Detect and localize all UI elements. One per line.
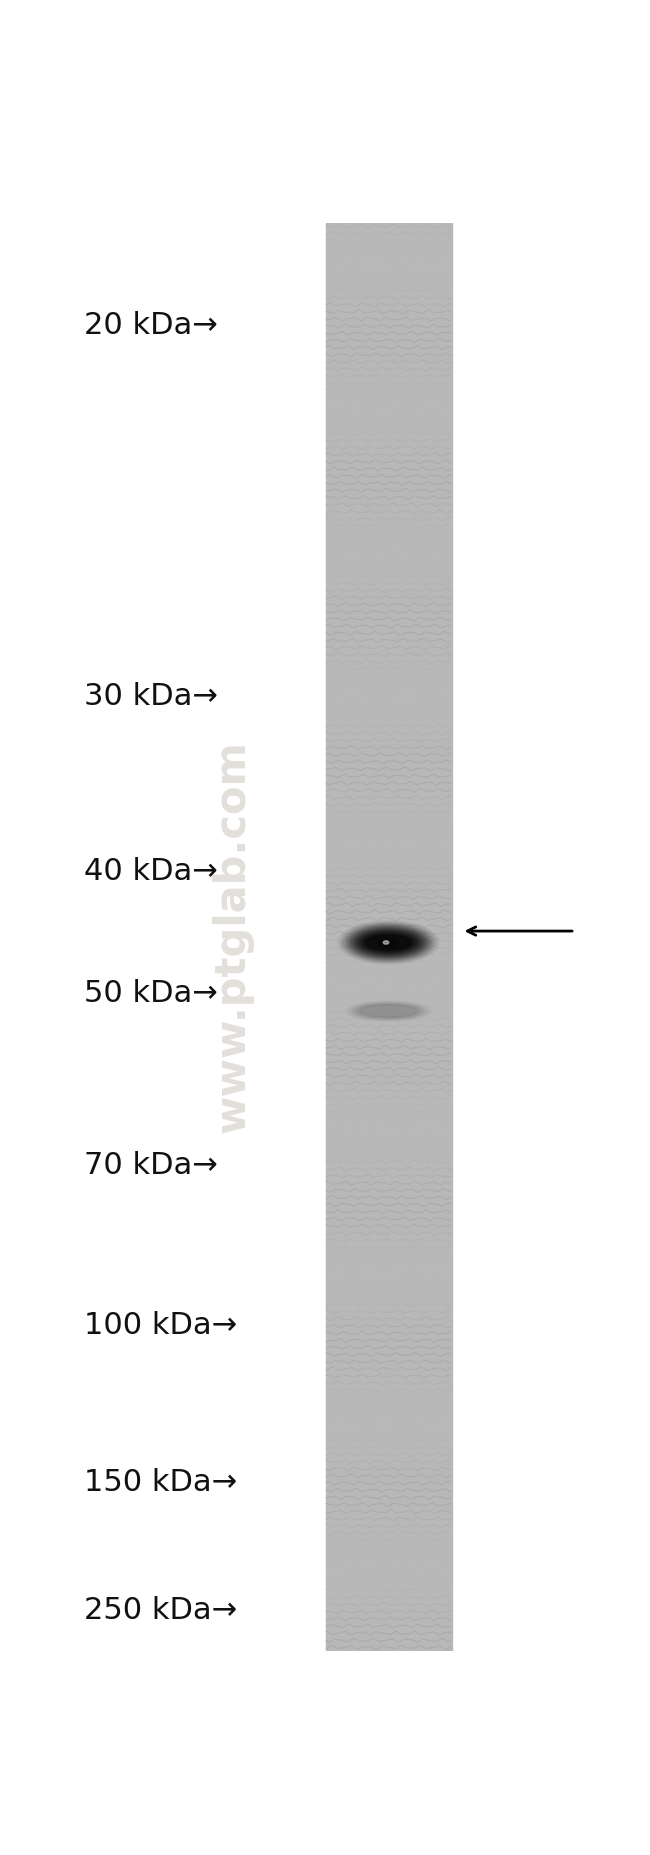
Text: 20 kDa→: 20 kDa→ xyxy=(84,312,218,339)
Ellipse shape xyxy=(354,929,424,955)
Ellipse shape xyxy=(346,926,432,961)
Ellipse shape xyxy=(348,926,429,959)
Text: 100 kDa→: 100 kDa→ xyxy=(84,1311,237,1339)
Ellipse shape xyxy=(338,922,439,965)
Text: www.ptglab.com: www.ptglab.com xyxy=(211,740,254,1133)
Ellipse shape xyxy=(361,933,416,952)
Ellipse shape xyxy=(378,939,398,948)
Ellipse shape xyxy=(366,935,411,950)
Ellipse shape xyxy=(356,1004,421,1018)
Ellipse shape xyxy=(351,928,426,957)
Text: 50 kDa→: 50 kDa→ xyxy=(84,979,218,1009)
Ellipse shape xyxy=(363,933,413,952)
Ellipse shape xyxy=(356,929,421,955)
Text: 30 kDa→: 30 kDa→ xyxy=(84,683,218,710)
Ellipse shape xyxy=(341,922,436,963)
Ellipse shape xyxy=(384,940,389,944)
Text: 250 kDa→: 250 kDa→ xyxy=(84,1597,237,1625)
Ellipse shape xyxy=(352,1004,424,1018)
Text: 40 kDa→: 40 kDa→ xyxy=(84,857,218,885)
Ellipse shape xyxy=(359,1005,418,1017)
Ellipse shape xyxy=(343,924,434,961)
Ellipse shape xyxy=(349,1002,428,1020)
Text: 70 kDa→: 70 kDa→ xyxy=(84,1150,218,1180)
Ellipse shape xyxy=(358,931,419,953)
Bar xyxy=(326,223,452,1651)
Text: 150 kDa→: 150 kDa→ xyxy=(84,1467,237,1497)
